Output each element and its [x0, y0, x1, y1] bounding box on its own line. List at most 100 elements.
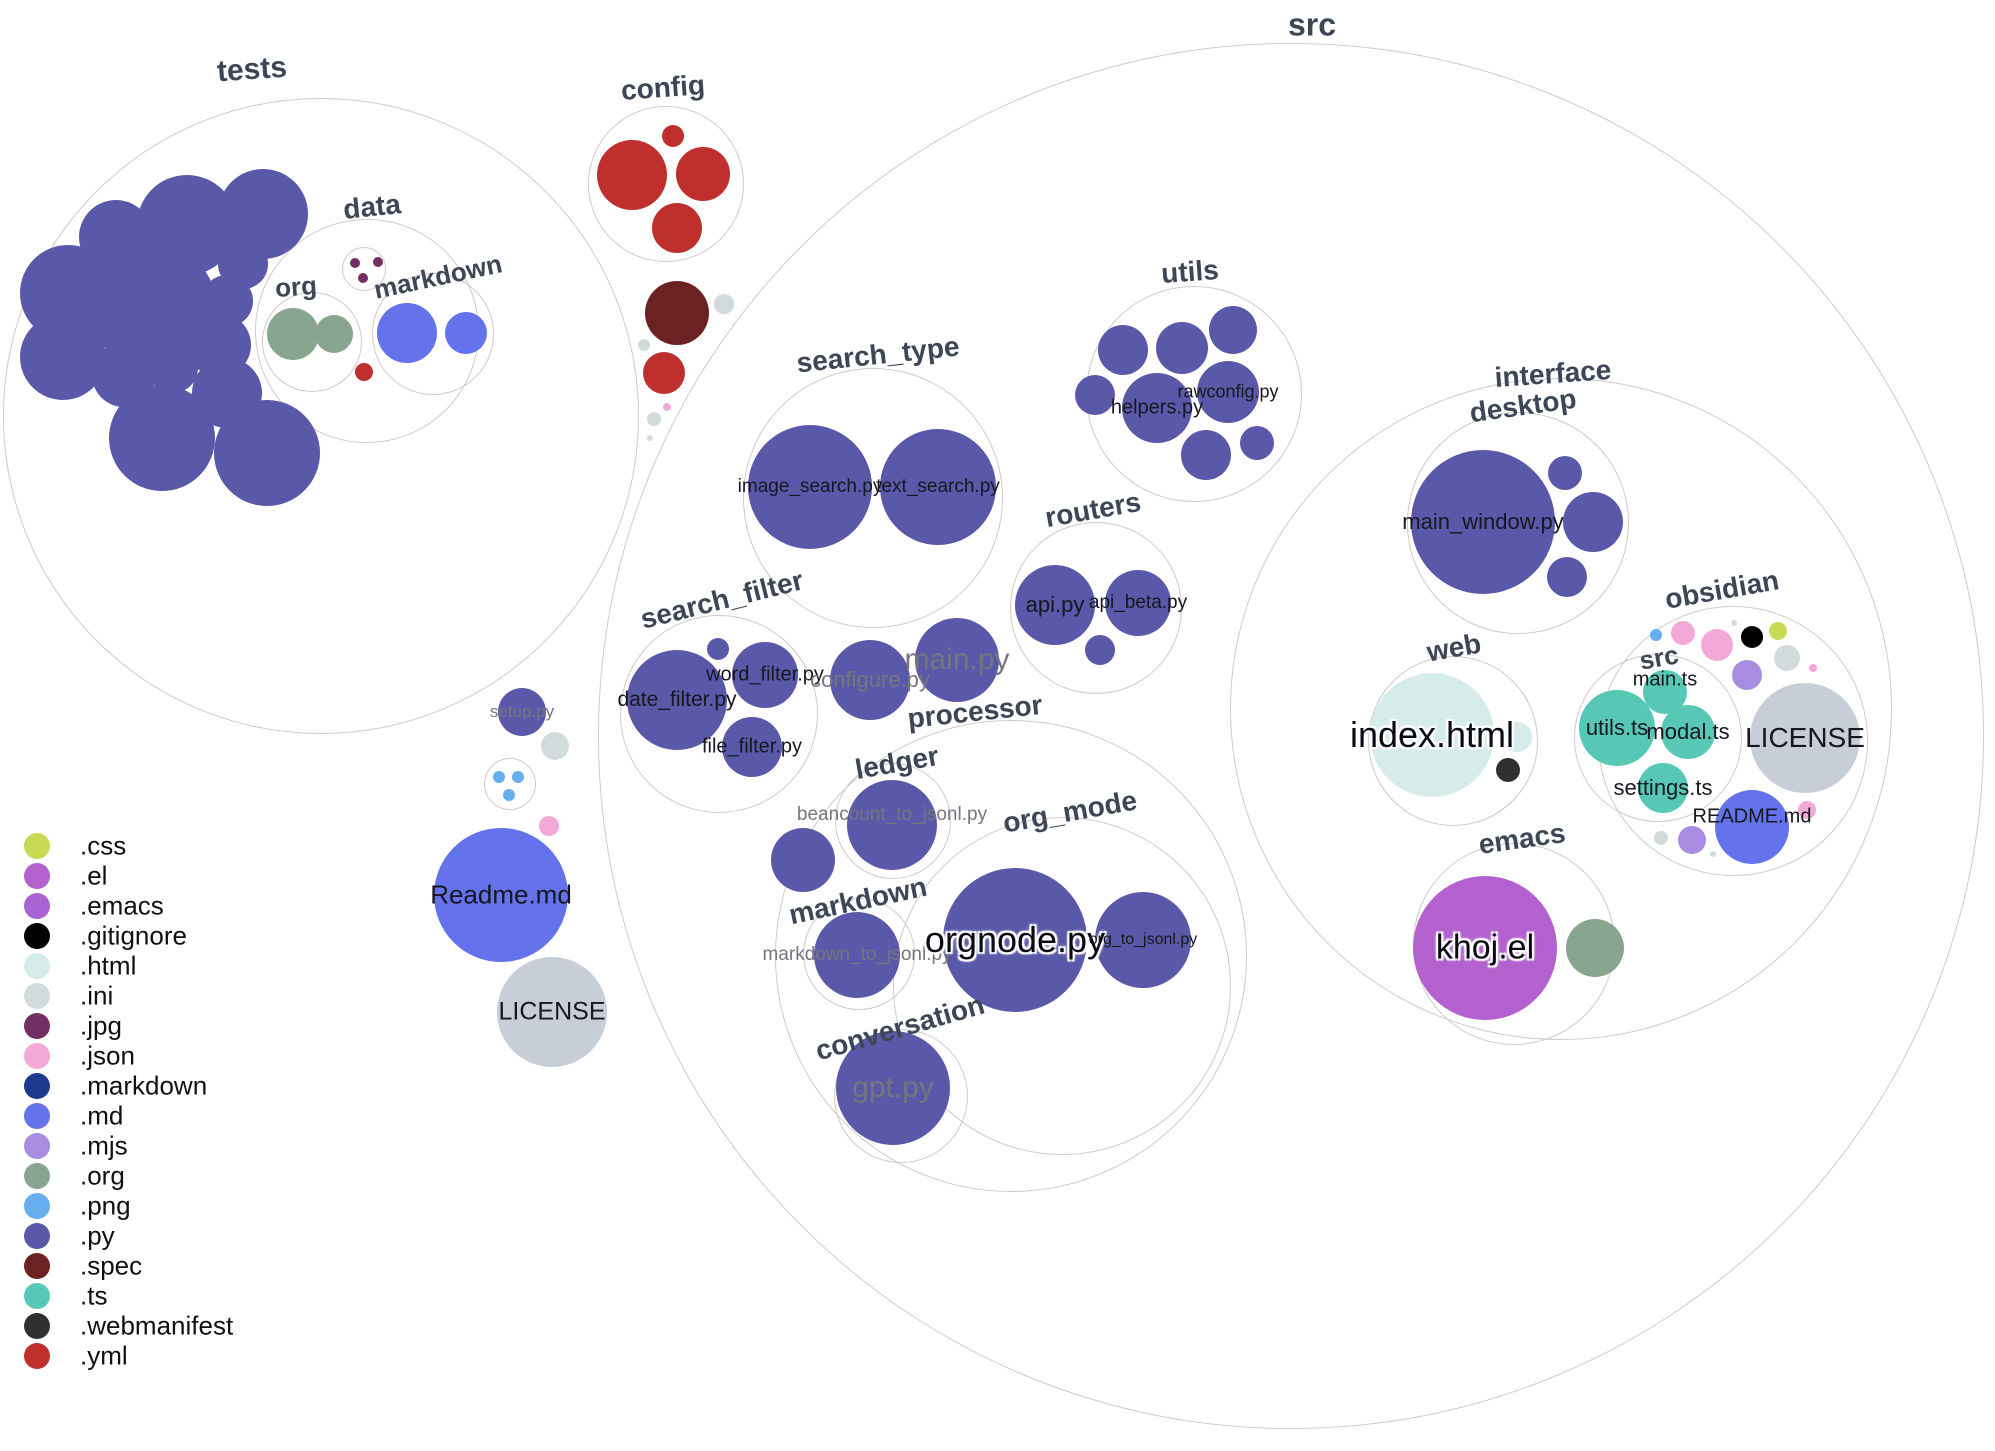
- file-circle-text_search.py: [880, 429, 996, 545]
- legend-swatch-.json: [24, 1043, 50, 1069]
- file-circle-.html: [1502, 722, 1532, 752]
- file-circle-.yml: [652, 203, 702, 253]
- file-circle-.mjs: [1732, 660, 1762, 690]
- legend-swatch-.markdown: [24, 1073, 50, 1099]
- file-circle-.png: [503, 789, 515, 801]
- folder-circle-org_mode: [893, 817, 1231, 1155]
- file-label-main.py: main.py: [904, 643, 1010, 676]
- file-circle-.ini: [647, 412, 661, 426]
- legend-label: .json: [80, 1040, 135, 1071]
- file-circle-.md: [445, 312, 487, 354]
- folder-circle-search_type: [743, 368, 1003, 628]
- legend-label: .py: [80, 1220, 115, 1251]
- file-label-helpers.py: helpers.py: [1110, 396, 1204, 419]
- file-circle-orgnode.py: [943, 868, 1087, 1012]
- file-circle-.json: [1671, 621, 1695, 645]
- file-circle-.py: [1075, 375, 1115, 415]
- file-circle-main.py: [915, 618, 999, 702]
- file-circle-.ini: [647, 435, 653, 441]
- file-circle-utils.ts: [1579, 690, 1655, 766]
- folder-circle-jpg-folder: [342, 247, 386, 291]
- legend-swatch-.spec: [24, 1253, 50, 1279]
- file-circle-date_filter.py: [627, 650, 727, 750]
- file-label-main.ts: main.ts: [1632, 668, 1698, 691]
- file-circle-LICENSE: [1750, 683, 1860, 793]
- folder-circle-config: [588, 106, 744, 262]
- file-label-main_window.py: main_window.py: [1402, 509, 1564, 534]
- file-circle-.md: [377, 303, 437, 363]
- file-circle-.py: [1209, 306, 1257, 354]
- folder-circle-processor: [775, 720, 1247, 1192]
- file-circle-.mjs: [1678, 826, 1706, 854]
- file-circle-index.html: [1370, 673, 1494, 797]
- file-circle-.yml: [662, 125, 684, 147]
- file-circle-settings.ts: [1638, 763, 1688, 813]
- legend-label: .html: [80, 950, 137, 981]
- legend-swatch-.jpg: [24, 1013, 50, 1039]
- folder-circle-org-data: [262, 292, 362, 392]
- file-circle-.py: [214, 400, 320, 506]
- legend-label: .org: [80, 1160, 125, 1191]
- file-circle-.py: [148, 343, 198, 393]
- file-circle-.json: [1798, 801, 1816, 819]
- file-circle-.gitignore: [1741, 626, 1763, 648]
- file-circle-.org: [1566, 919, 1624, 977]
- file-circle-.ini: [541, 732, 569, 760]
- file-label-utils.ts: utils.ts: [1585, 715, 1649, 740]
- folder-label-src: src: [1287, 6, 1337, 43]
- folder-circle-ledger: [835, 763, 951, 879]
- file-label-khoj.el: khoj.el: [1435, 928, 1535, 967]
- folder-circle-interface: [1230, 378, 1892, 1040]
- file-label-LICENSE: LICENSE: [498, 997, 606, 1026]
- file-circle-.json: [663, 403, 671, 411]
- file-circle-rawconfig.py: [1197, 361, 1259, 423]
- folder-circle-markdown-data: [372, 273, 494, 395]
- file-label-modal.ts: modal.ts: [1646, 719, 1730, 744]
- file-label-date_filter.py: date_filter.py: [617, 688, 737, 711]
- file-circle-.py: [707, 638, 729, 660]
- file-circle-gpt.py: [836, 1031, 950, 1145]
- file-circle-.spec: [645, 281, 709, 345]
- folder-label-tests: tests: [215, 50, 289, 89]
- legend-label: .ts: [80, 1280, 108, 1311]
- file-label-beancount_to_jsonl.py: beancount_to_jsonl.py: [796, 804, 988, 825]
- legend-label: .markdown: [80, 1070, 208, 1101]
- file-label-README.md: README.md: [1692, 805, 1812, 828]
- folder-circle-tests: [3, 98, 639, 734]
- legend-swatch-.png: [24, 1193, 50, 1219]
- file-circle-.ini: [638, 339, 650, 351]
- legend-label: .gitignore: [80, 920, 187, 951]
- file-circle-.json: [539, 816, 559, 836]
- file-circle-.yml: [355, 363, 373, 381]
- file-circle-.py: [1547, 557, 1587, 597]
- legend-label: .jpg: [80, 1010, 122, 1041]
- legend-swatch-.py: [24, 1223, 50, 1249]
- legend-swatch-.webmanifest: [24, 1313, 50, 1339]
- file-circle-beancount_to_jsonl.py: [847, 780, 937, 870]
- file-label-LICENSE: LICENSE: [1745, 722, 1865, 753]
- legend-label: .yml: [80, 1340, 128, 1371]
- file-circle-.png: [512, 771, 524, 783]
- legend-swatch-.css: [24, 833, 50, 859]
- legend-label: .png: [80, 1190, 131, 1221]
- legend-swatch-.el: [24, 863, 50, 889]
- file-circle-khoj.el: [1413, 876, 1557, 1020]
- file-circle-.png: [493, 771, 505, 783]
- file-circle-.py: [1181, 430, 1231, 480]
- file-circle-.ini: [1731, 620, 1737, 626]
- file-circle-.json: [1809, 664, 1817, 672]
- file-circle-image_search.py: [748, 425, 872, 549]
- file-circle-modal.ts: [1661, 705, 1715, 759]
- file-label-setup.py: setup.py: [489, 702, 555, 721]
- folder-circle-conversation: [834, 1029, 968, 1163]
- file-circle-.ini: [1710, 851, 1716, 857]
- folder-circle-routers: [1010, 522, 1182, 694]
- legend-swatch-.emacs: [24, 893, 50, 919]
- folder-circle-src-obsidian: [1574, 654, 1742, 822]
- file-circle-.yml: [597, 140, 667, 210]
- legend-label: .el: [80, 860, 108, 891]
- file-circle-.yml: [676, 147, 730, 201]
- folder-label-org-data: org: [274, 270, 318, 303]
- file-circle-markdown_to_jsonl.py: [814, 912, 900, 998]
